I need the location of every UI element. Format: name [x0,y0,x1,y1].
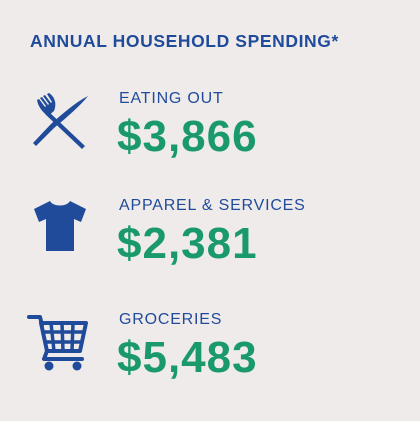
item-label: APPAREL & SERVICES [119,197,306,214]
tshirt-icon [28,195,92,259]
spending-item-apparel: APPAREL & SERVICES $2,381 [0,193,420,283]
item-value: $3,866 [117,112,258,161]
item-value: $5,483 [117,333,258,382]
item-label: GROCERIES [119,311,223,328]
item-value: $2,381 [117,219,258,268]
shopping-cart-icon [26,309,90,373]
fork-knife-icon [28,88,92,152]
spending-item-groceries: GROCERIES $5,483 [0,307,420,397]
page-title: ANNUAL HOUSEHOLD SPENDING* [30,31,339,51]
spending-item-eating-out: EATING OUT $3,866 [0,86,420,176]
item-label: EATING OUT [119,90,224,107]
